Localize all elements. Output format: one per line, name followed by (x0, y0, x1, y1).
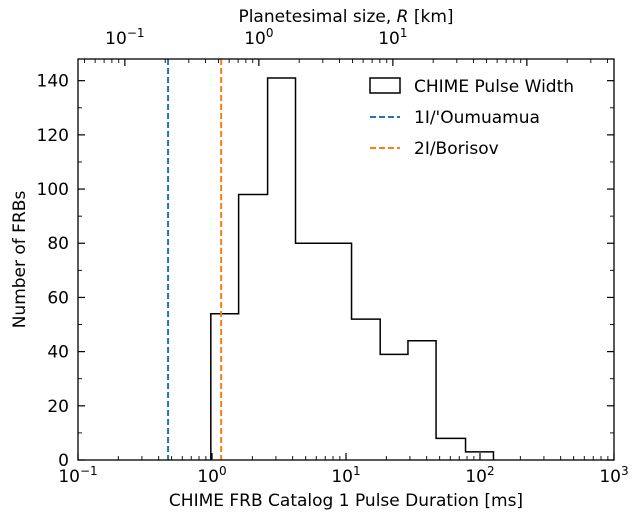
histogram-bar (296, 243, 352, 460)
labels-layer: Planetesimal size, R [km] CHIME FRB Cata… (10, 7, 523, 511)
histogram-bar (211, 314, 239, 460)
y-tick-label: 120 (37, 126, 69, 146)
y-tick-label: 20 (47, 397, 69, 417)
legend: CHIME Pulse Width 1I/'Oumuamua 2I/Borisov (369, 77, 574, 159)
legend-label-vline: 2I/Borisov (414, 139, 499, 159)
y-tick-label: 140 (37, 72, 69, 92)
x-tick-label: 102 (465, 464, 494, 487)
x-tick-label: 10−1 (58, 464, 97, 487)
histogram-bar (239, 194, 268, 460)
x-axis-label: CHIME FRB Catalog 1 Pulse Duration [ms] (169, 491, 523, 511)
y-axis-label: Number of FRBs (10, 191, 30, 329)
x-tick-label: 103 (599, 464, 628, 487)
histogram-bar (268, 78, 296, 460)
histogram-bar (352, 319, 381, 460)
histogram-series (210, 77, 495, 460)
top-tick-label: 10−1 (105, 26, 144, 49)
top-axis-label: Planetesimal size, R [km] (238, 7, 453, 27)
legend-swatch-histogram (369, 77, 401, 94)
y-tick-label: 100 (37, 180, 69, 200)
data-layer (167, 59, 495, 460)
histogram-bar (380, 354, 408, 460)
x-tick-label: 101 (331, 464, 360, 487)
plot-frame (77, 58, 615, 461)
histogram-bar (436, 438, 465, 460)
top-tick-label: 101 (378, 26, 407, 49)
top-tick-label: 100 (244, 26, 273, 49)
legend-label-histogram: CHIME Pulse Width (414, 77, 574, 97)
y-tick-label: 80 (47, 234, 69, 254)
y-tick-label: 0 (58, 451, 69, 471)
x-tick-label: 100 (197, 464, 226, 487)
y-tick-label: 60 (47, 288, 69, 308)
ticks-layer: 10−1 100 101 102 103 10−1 100 101 0 20 40 60 80 100 12… (37, 26, 629, 487)
legend-label-vline: 1I/'Oumuamua (414, 108, 540, 128)
y-tick-label: 40 (47, 343, 69, 363)
histogram-bar (408, 341, 436, 460)
